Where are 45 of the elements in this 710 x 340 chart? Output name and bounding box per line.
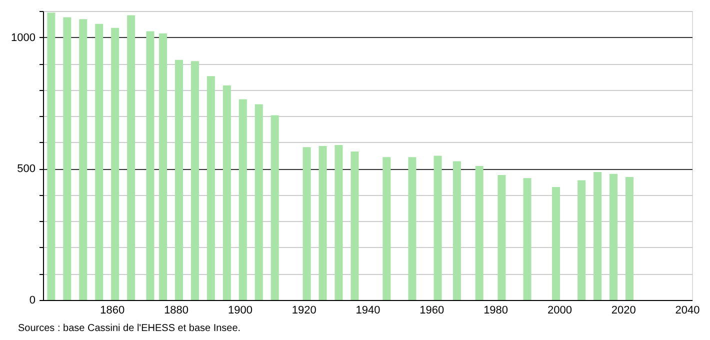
bar bbox=[594, 172, 602, 300]
bar bbox=[452, 161, 461, 300]
y-tick-label: 0 bbox=[29, 294, 36, 306]
bar bbox=[47, 12, 56, 300]
bar bbox=[408, 157, 416, 300]
bar bbox=[578, 180, 586, 300]
bar bbox=[552, 187, 560, 300]
x-tick-label: 1920 bbox=[292, 304, 316, 316]
bar bbox=[498, 174, 506, 300]
y-tick-label: 500 bbox=[17, 163, 36, 176]
x-tick-label: 2040 bbox=[675, 304, 700, 316]
x-tick-label: 1980 bbox=[484, 304, 508, 316]
x-tick-label: 2000 bbox=[547, 304, 572, 316]
bar bbox=[350, 152, 359, 300]
bar bbox=[174, 60, 183, 300]
x-tick-label: 1860 bbox=[100, 304, 125, 316]
y-tick-label: 1000 bbox=[11, 32, 36, 44]
bar bbox=[523, 178, 532, 300]
bar bbox=[475, 166, 484, 300]
x-tick-label: 1940 bbox=[356, 304, 380, 316]
bar bbox=[625, 177, 634, 300]
bar bbox=[302, 147, 311, 300]
bar bbox=[434, 156, 442, 300]
bar bbox=[254, 104, 263, 300]
bar bbox=[63, 17, 72, 300]
bar bbox=[222, 85, 231, 300]
x-tick-label: 2020 bbox=[611, 304, 636, 316]
bar bbox=[270, 115, 279, 300]
x-tick-label: 1960 bbox=[420, 304, 444, 316]
bar bbox=[334, 144, 343, 300]
x-tick-label: 1880 bbox=[164, 304, 189, 316]
bar bbox=[318, 146, 327, 300]
bar bbox=[610, 174, 618, 300]
bar bbox=[382, 157, 391, 300]
source-note: Sources : base Cassini de l'EHESS et base Insee. bbox=[18, 323, 241, 334]
x-tick-label: 1900 bbox=[228, 304, 252, 316]
bar bbox=[190, 61, 199, 300]
bar bbox=[111, 28, 120, 300]
bar bbox=[159, 33, 168, 300]
bar bbox=[238, 99, 247, 300]
bar bbox=[79, 19, 88, 300]
bar bbox=[146, 31, 154, 300]
bar bbox=[206, 76, 215, 300]
bar bbox=[127, 15, 136, 300]
bar bbox=[95, 24, 104, 300]
